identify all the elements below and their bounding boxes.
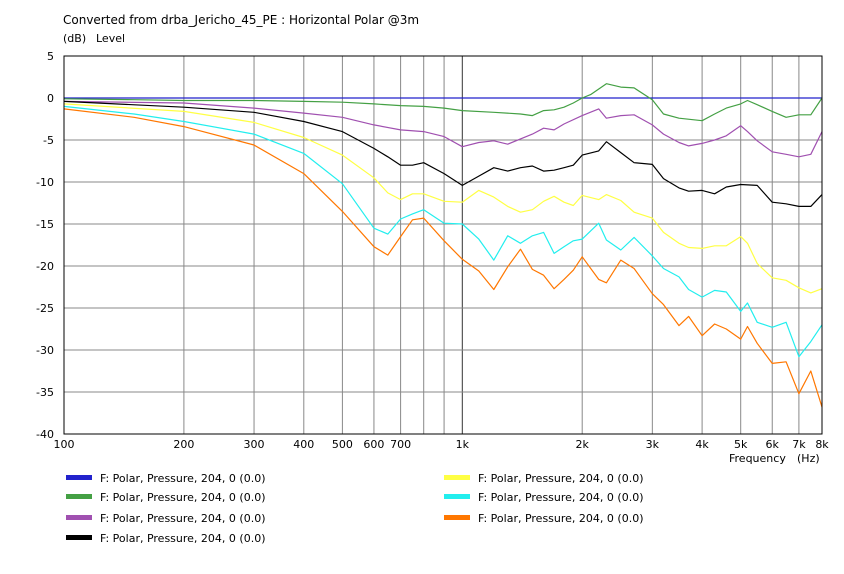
y-tick-label: -35 bbox=[36, 386, 54, 399]
legend-label: F: Polar, Pressure, 204, 0 (0.0) bbox=[478, 472, 643, 485]
legend-label: F: Polar, Pressure, 204, 0 (0.0) bbox=[100, 532, 265, 545]
x-tick-label: 100 bbox=[54, 438, 75, 451]
series-line-3 bbox=[63, 100, 823, 158]
series-line-5 bbox=[63, 103, 823, 294]
legend-swatch bbox=[444, 475, 470, 480]
legend-swatch bbox=[444, 494, 470, 499]
y-tick-label: -15 bbox=[36, 218, 54, 231]
legend-swatch bbox=[66, 475, 92, 480]
series-line-4 bbox=[63, 100, 823, 207]
x-tick-label: 500 bbox=[332, 438, 353, 451]
x-tick-label: 5k bbox=[734, 438, 748, 451]
x-axis-label: Frequency bbox=[729, 452, 786, 465]
x-tick-label: 6k bbox=[766, 438, 780, 451]
legend-swatch bbox=[444, 515, 470, 520]
x-tick-label: 4k bbox=[695, 438, 709, 451]
series-lines bbox=[63, 83, 823, 408]
series-line-7 bbox=[63, 108, 823, 408]
x-tick-label: 8k bbox=[815, 438, 829, 451]
x-axis-unit: (Hz) bbox=[797, 452, 820, 465]
y-tick-label: -20 bbox=[36, 260, 54, 273]
y-tick-label: -10 bbox=[36, 176, 54, 189]
x-tick-label: 7k bbox=[792, 438, 806, 451]
x-tick-label: 400 bbox=[293, 438, 314, 451]
x-tick-label: 600 bbox=[363, 438, 384, 451]
y-tick-labels: 5 0 -5 -10 -15 -20 -25 -30 -35 -40 bbox=[36, 50, 54, 441]
y-axis-label: Level bbox=[96, 32, 125, 45]
legend-label: F: Polar, Pressure, 204, 0 (0.0) bbox=[478, 491, 643, 504]
legend-label: F: Polar, Pressure, 204, 0 (0.0) bbox=[100, 472, 265, 485]
y-tick-label: 5 bbox=[47, 50, 54, 63]
legend-swatch bbox=[66, 515, 92, 520]
x-tick-label: 3k bbox=[646, 438, 660, 451]
legend-swatch bbox=[66, 535, 92, 540]
x-tick-labels: 100 200 300 400 500 600 700 1k 2k 3k 4k 5k 6k 7k 8k bbox=[54, 438, 830, 451]
legend-label: F: Polar, Pressure, 204, 0 (0.0) bbox=[478, 512, 643, 525]
legend-label: F: Polar, Pressure, 204, 0 (0.0) bbox=[100, 491, 265, 504]
x-tick-label: 300 bbox=[244, 438, 265, 451]
x-tick-label: 1k bbox=[456, 438, 470, 451]
y-tick-label: 0 bbox=[47, 92, 54, 105]
x-tick-label: 200 bbox=[173, 438, 194, 451]
y-tick-label: -40 bbox=[36, 428, 54, 441]
y-axis-unit: (dB) bbox=[63, 32, 86, 45]
plot-frame bbox=[63, 55, 823, 435]
y-tick-label: -5 bbox=[43, 134, 54, 147]
x-tick-label: 700 bbox=[390, 438, 411, 451]
chart-title: Converted from drba_Jericho_45_PE : Hori… bbox=[63, 13, 419, 27]
x-tick-label: 2k bbox=[576, 438, 590, 451]
series-line-6 bbox=[63, 105, 823, 358]
grid bbox=[64, 56, 822, 434]
legend-swatch bbox=[66, 494, 92, 499]
legend: F: Polar, Pressure, 204, 0 (0.0) F: Polar… bbox=[66, 472, 643, 545]
y-tick-label: -25 bbox=[36, 302, 54, 315]
legend-label: F: Polar, Pressure, 204, 0 (0.0) bbox=[100, 512, 265, 525]
series-line-2 bbox=[63, 83, 823, 122]
y-tick-label: -30 bbox=[36, 344, 54, 357]
